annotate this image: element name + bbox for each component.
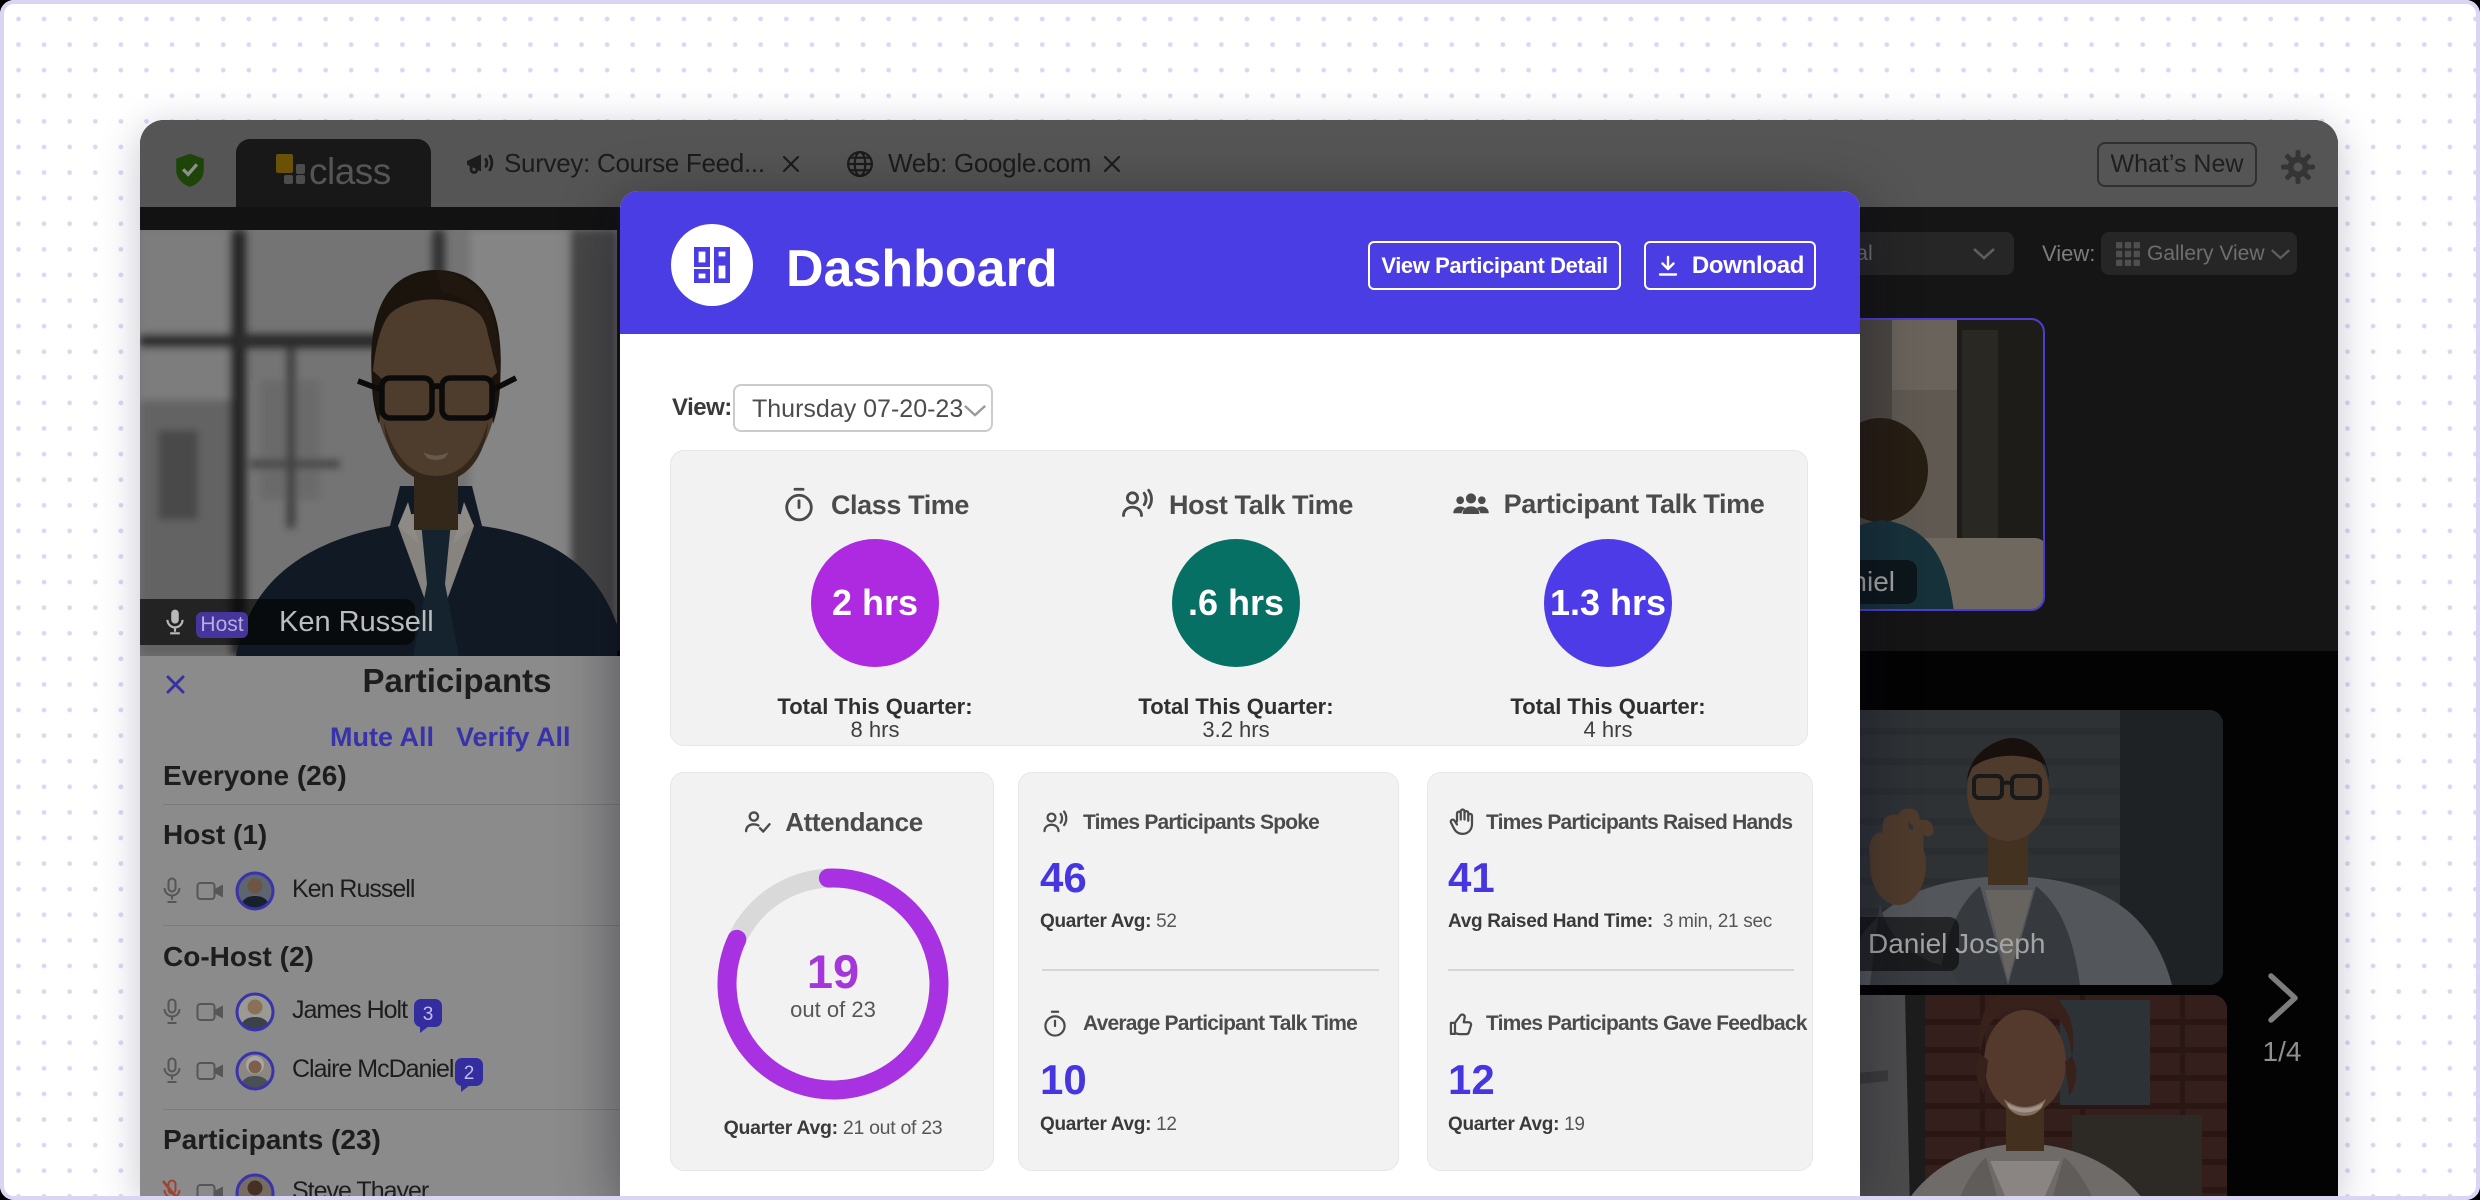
svg-text:2: 2 [464,1063,475,1084]
svg-text:3: 3 [423,1004,434,1025]
